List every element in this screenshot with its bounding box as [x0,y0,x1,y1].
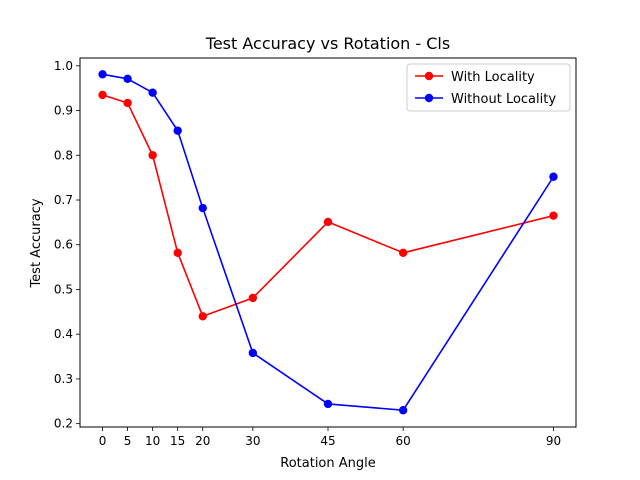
x-tick-label: 5 [124,434,132,448]
data-point-without-locality [98,70,107,79]
data-point-with-locality [123,98,132,108]
x-tick-label: 10 [145,434,160,448]
x-tick-label: 15 [170,434,185,448]
data-point-without-locality [248,348,258,358]
data-point-without-locality [123,74,132,83]
legend-marker-with-locality [424,71,434,81]
data-point-without-locality [148,88,157,97]
data-point-with-locality [398,248,408,257]
legend-marker-without-locality [424,93,434,103]
x-axis-label: Rotation Angle [280,456,376,471]
legend: With Locality Without Locality [406,63,571,112]
legend-box [406,63,571,112]
data-point-with-locality [248,293,258,303]
data-point-without-locality [198,203,207,213]
x-tick-label: 0 [99,434,107,448]
plot-area: 0 5 10 15 20 30 45 60 90 0.2 0.3 0.4 0.5 0.6 0.7 0.8 0.9… [54,57,577,448]
y-tick-label: 0.3 [54,372,73,386]
data-point-with-locality [549,211,558,220]
y-tick-label: 0.2 [54,417,73,431]
data-point-with-locality [323,217,333,227]
y-tick-label: 0.6 [54,238,73,252]
y-tick-label: 0.4 [54,327,73,341]
y-tick-label: 1.0 [54,59,73,73]
x-tick-label: 90 [546,434,561,448]
data-point-without-locality [323,399,333,409]
y-axis-label: Test Accuracy [29,198,44,288]
x-tick-label: 60 [396,434,411,448]
x-tick-label: 45 [320,434,335,448]
x-tick-label: 20 [195,434,210,448]
legend-label-without-locality: Without Locality [451,92,556,107]
data-point-without-locality [549,172,558,181]
chart-title: Test Accuracy vs Rotation - Cls [205,34,450,53]
data-point-without-locality [173,126,182,135]
data-point-with-locality [148,151,157,160]
x-tick-label: 30 [245,434,260,448]
y-tick-label: 0.8 [54,148,73,162]
data-point-with-locality [173,248,182,257]
data-point-without-locality [398,406,408,415]
y-tick-label: 0.5 [54,282,73,296]
data-point-with-locality [198,312,207,321]
y-tick-label: 0.9 [54,104,73,118]
y-tick-label: 0.7 [54,193,73,207]
legend-label-with-locality: With Locality [451,70,535,85]
data-point-with-locality [98,90,107,100]
